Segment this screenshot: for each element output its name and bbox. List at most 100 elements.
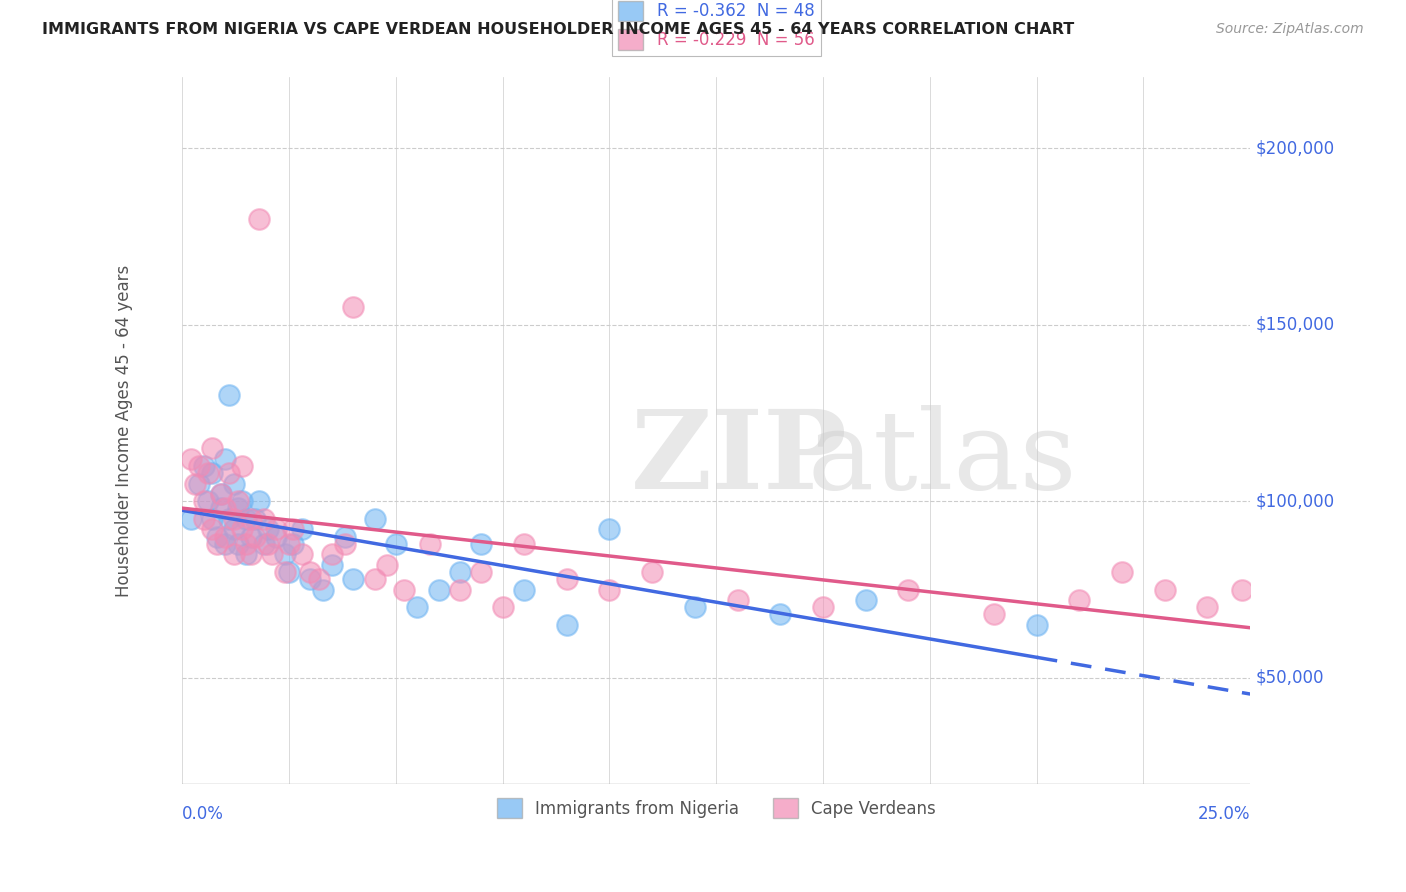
Point xyxy=(243,529,266,543)
Point xyxy=(218,512,240,526)
Point xyxy=(247,211,270,226)
Point xyxy=(342,572,364,586)
Point xyxy=(1025,617,1047,632)
Point xyxy=(406,600,429,615)
Point xyxy=(239,529,262,543)
Point xyxy=(256,536,278,550)
Point xyxy=(266,523,288,537)
Point xyxy=(209,501,232,516)
Point xyxy=(1069,593,1091,607)
Point xyxy=(321,558,343,572)
Point xyxy=(180,512,202,526)
Point xyxy=(201,442,224,456)
Point xyxy=(247,494,270,508)
Point xyxy=(209,487,232,501)
Point xyxy=(214,501,236,516)
Point xyxy=(333,529,356,543)
Point xyxy=(239,512,262,526)
Point xyxy=(385,536,408,550)
Point xyxy=(492,600,515,615)
Point xyxy=(205,536,228,550)
Point xyxy=(321,547,343,561)
Point xyxy=(1153,582,1175,597)
Point xyxy=(1197,600,1219,615)
Point xyxy=(598,582,620,597)
Point xyxy=(855,593,877,607)
Point xyxy=(266,529,288,543)
Text: Householder Income Ages 45 - 64 years: Householder Income Ages 45 - 64 years xyxy=(115,264,132,597)
Point xyxy=(278,565,301,579)
Point xyxy=(449,565,471,579)
Point xyxy=(598,523,620,537)
Point xyxy=(769,607,792,622)
Point xyxy=(197,494,219,508)
Point xyxy=(218,388,240,402)
Point xyxy=(299,565,322,579)
Point xyxy=(363,572,385,586)
Point xyxy=(683,600,706,615)
Point xyxy=(555,572,578,586)
Point xyxy=(312,582,335,597)
Point xyxy=(274,565,297,579)
Point xyxy=(180,451,202,466)
Point xyxy=(470,565,492,579)
Point xyxy=(184,476,207,491)
Point xyxy=(205,529,228,543)
Point xyxy=(209,487,232,501)
Point xyxy=(983,607,1005,622)
Point xyxy=(193,494,215,508)
Point xyxy=(283,523,305,537)
Point xyxy=(193,512,215,526)
Point xyxy=(197,466,219,480)
Point xyxy=(218,466,240,480)
Point xyxy=(214,536,236,550)
Text: Source: ZipAtlas.com: Source: ZipAtlas.com xyxy=(1216,22,1364,37)
Point xyxy=(1111,565,1133,579)
Point xyxy=(235,512,257,526)
Point xyxy=(470,536,492,550)
Point xyxy=(897,582,920,597)
Legend: Immigrants from Nigeria, Cape Verdeans: Immigrants from Nigeria, Cape Verdeans xyxy=(491,791,942,825)
Text: $50,000: $50,000 xyxy=(1256,669,1324,687)
Point xyxy=(641,565,664,579)
Point xyxy=(201,512,224,526)
Point xyxy=(278,536,301,550)
Point xyxy=(239,547,262,561)
Point xyxy=(342,300,364,314)
Point xyxy=(222,476,245,491)
Text: atlas: atlas xyxy=(807,405,1077,512)
Text: IMMIGRANTS FROM NIGERIA VS CAPE VERDEAN HOUSEHOLDER INCOME AGES 45 - 64 YEARS CO: IMMIGRANTS FROM NIGERIA VS CAPE VERDEAN … xyxy=(42,22,1074,37)
Point xyxy=(1230,582,1253,597)
Point xyxy=(222,547,245,561)
Point xyxy=(291,547,314,561)
Text: 25.0%: 25.0% xyxy=(1198,805,1250,823)
Point xyxy=(222,512,245,526)
Point xyxy=(214,529,236,543)
Point xyxy=(235,547,257,561)
Point xyxy=(513,582,536,597)
Point xyxy=(252,536,274,550)
Point xyxy=(427,582,450,597)
Point xyxy=(299,572,322,586)
Point xyxy=(377,558,399,572)
Point xyxy=(231,458,253,473)
Point xyxy=(333,536,356,550)
Point xyxy=(419,536,441,550)
Point xyxy=(283,536,305,550)
Point xyxy=(214,451,236,466)
Point xyxy=(555,617,578,632)
Text: $200,000: $200,000 xyxy=(1256,139,1334,157)
Point xyxy=(231,523,253,537)
Point xyxy=(291,523,314,537)
Point xyxy=(274,547,297,561)
Point xyxy=(243,512,266,526)
Point xyxy=(260,547,283,561)
Text: 0.0%: 0.0% xyxy=(183,805,224,823)
Point xyxy=(727,593,749,607)
Point xyxy=(188,476,211,491)
Point xyxy=(188,458,211,473)
Point xyxy=(811,600,834,615)
Point xyxy=(193,458,215,473)
Point xyxy=(222,523,245,537)
Point xyxy=(252,512,274,526)
